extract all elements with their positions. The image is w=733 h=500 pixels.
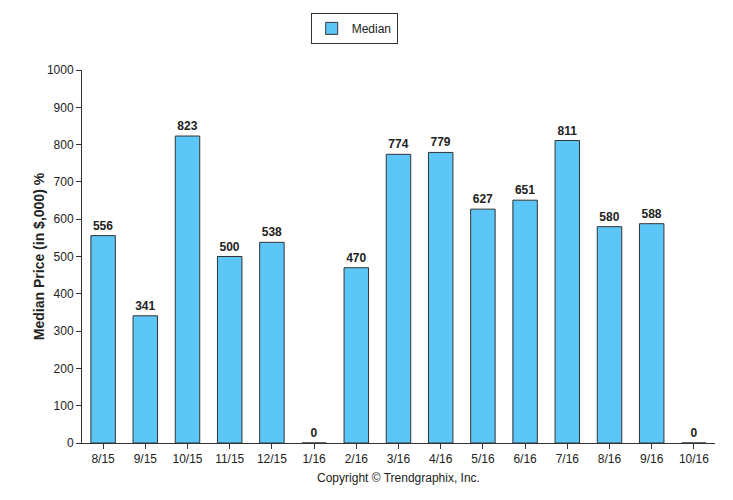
svg-text:0: 0 <box>690 426 697 440</box>
svg-text:5/16: 5/16 <box>471 452 495 466</box>
svg-text:0: 0 <box>67 436 74 450</box>
svg-text:3/16: 3/16 <box>387 452 411 466</box>
svg-text:588: 588 <box>642 207 662 221</box>
svg-text:Copyright © Trendgraphix, Inc.: Copyright © Trendgraphix, Inc. <box>317 471 480 485</box>
svg-text:800: 800 <box>54 138 74 152</box>
svg-text:100: 100 <box>54 399 74 413</box>
svg-text:7/16: 7/16 <box>556 452 580 466</box>
svg-text:9/16: 9/16 <box>640 452 664 466</box>
svg-text:651: 651 <box>515 183 535 197</box>
svg-text:2/16: 2/16 <box>345 452 369 466</box>
svg-text:500: 500 <box>220 240 240 254</box>
svg-text:823: 823 <box>177 119 197 133</box>
svg-text:580: 580 <box>599 210 619 224</box>
svg-text:500: 500 <box>54 250 74 264</box>
svg-text:627: 627 <box>473 192 493 206</box>
svg-text:1/16: 1/16 <box>302 452 326 466</box>
svg-text:11/15: 11/15 <box>215 452 244 466</box>
svg-text:400: 400 <box>54 287 74 301</box>
svg-text:300: 300 <box>54 324 74 338</box>
svg-text:341: 341 <box>135 299 155 313</box>
svg-text:200: 200 <box>54 362 74 376</box>
svg-text:779: 779 <box>431 135 451 149</box>
svg-text:556: 556 <box>93 219 113 233</box>
svg-text:900: 900 <box>54 101 74 115</box>
svg-text:8/15: 8/15 <box>91 452 115 466</box>
svg-text:10/15: 10/15 <box>172 452 202 466</box>
svg-text:470: 470 <box>346 251 366 265</box>
svg-text:538: 538 <box>262 225 282 239</box>
svg-text:12/15: 12/15 <box>257 452 287 466</box>
svg-text:600: 600 <box>54 212 74 226</box>
svg-text:Median Price (in $,000) %: Median Price (in $,000) % <box>31 172 47 340</box>
svg-text:700: 700 <box>54 175 74 189</box>
svg-text:4/16: 4/16 <box>429 452 453 466</box>
svg-text:10/16: 10/16 <box>679 452 709 466</box>
svg-text:9/15: 9/15 <box>134 452 158 466</box>
svg-text:811: 811 <box>557 124 577 138</box>
svg-text:0: 0 <box>311 426 318 440</box>
svg-text:Median: Median <box>352 22 391 36</box>
svg-text:774: 774 <box>388 137 408 151</box>
svg-text:6/16: 6/16 <box>513 452 537 466</box>
svg-text:1000: 1000 <box>47 63 74 77</box>
svg-text:8/16: 8/16 <box>598 452 622 466</box>
